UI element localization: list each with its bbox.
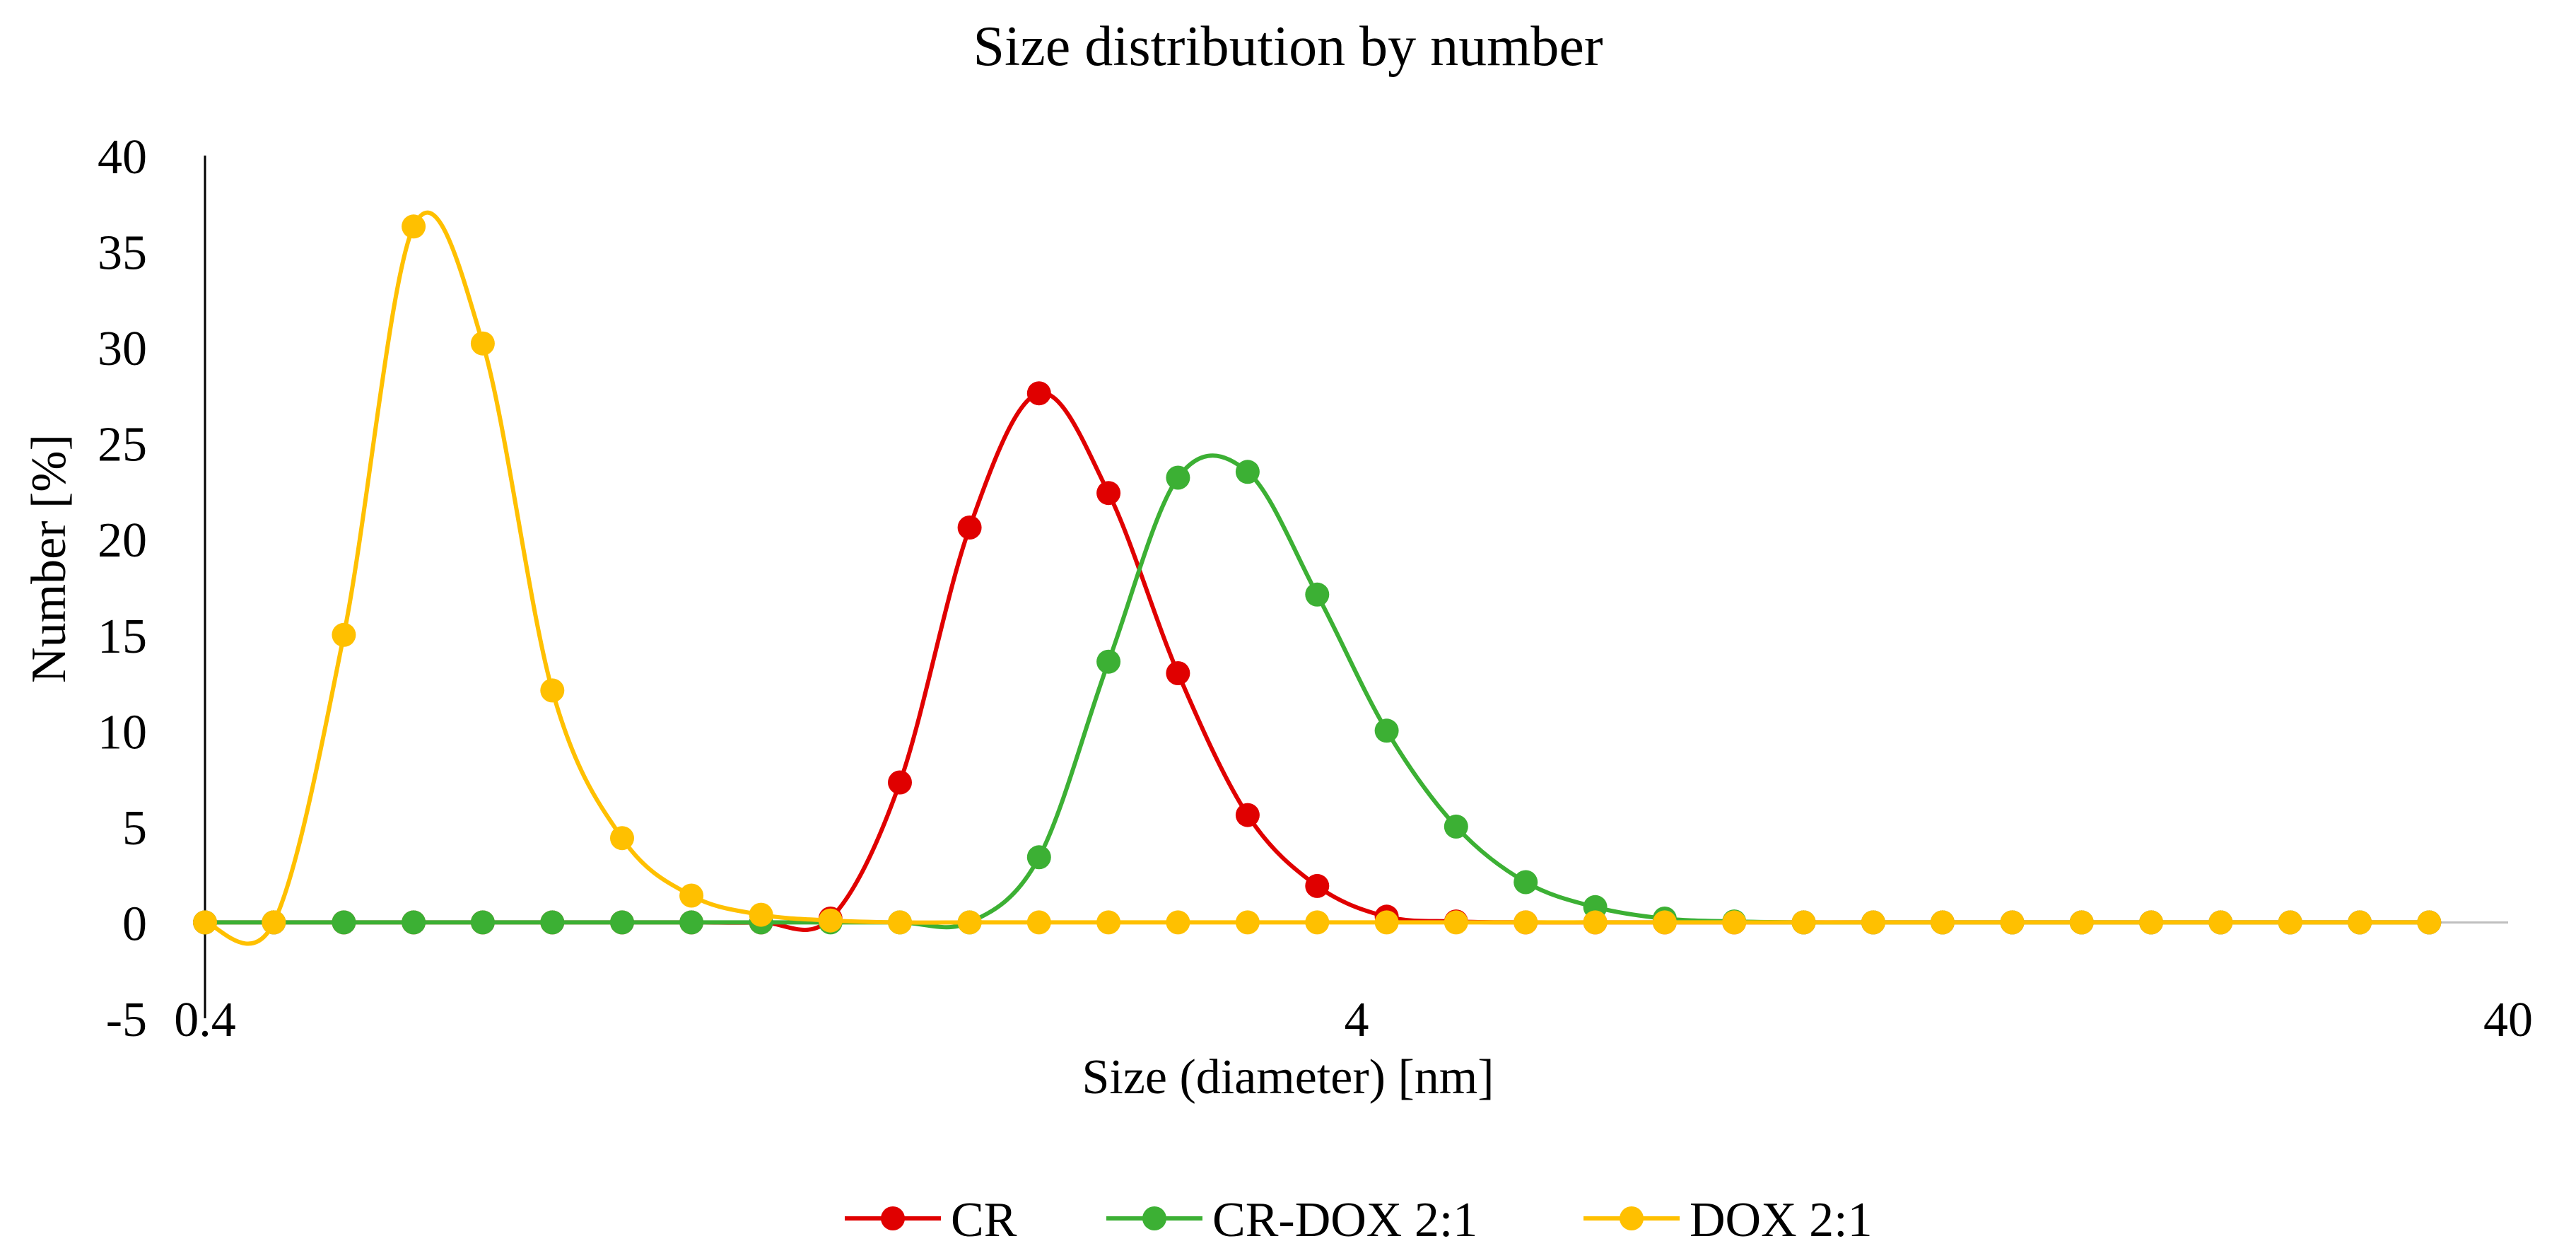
- data-point: [2417, 910, 2442, 935]
- data-point: [957, 516, 982, 540]
- legend-label: CR: [951, 1193, 1017, 1247]
- data-point: [332, 910, 356, 935]
- legend-item: DOX 2:1: [1583, 1193, 1873, 1247]
- data-point: [2278, 910, 2302, 935]
- data-point: [1374, 718, 1399, 743]
- data-point: [1305, 873, 1330, 898]
- data-point: [2139, 910, 2163, 935]
- data-point: [1096, 649, 1121, 674]
- data-point: [1235, 910, 1260, 935]
- data-point: [1096, 481, 1121, 506]
- data-point: [957, 910, 982, 935]
- data-point: [1652, 910, 1677, 935]
- data-point: [2000, 910, 2025, 935]
- axes: [204, 156, 2508, 1018]
- data-point: [1583, 910, 1608, 935]
- data-point: [1305, 910, 1330, 935]
- x-tick-label: 4: [1345, 993, 1369, 1047]
- data-point: [540, 910, 565, 935]
- data-point: [1305, 582, 1330, 607]
- data-point: [1514, 870, 1538, 895]
- data-point: [2208, 910, 2233, 935]
- data-point: [1235, 803, 1260, 827]
- x-tick-labels: 0.4 4 40: [174, 993, 2533, 1047]
- data-point: [1514, 910, 1538, 935]
- legend-item: CR: [845, 1193, 1017, 1247]
- data-point: [2348, 910, 2372, 935]
- data-point: [1374, 910, 1399, 935]
- data-point: [2069, 910, 2094, 935]
- x-tick-label: 40: [2483, 993, 2533, 1047]
- data-point: [1930, 910, 1955, 935]
- data-point: [470, 910, 495, 935]
- data-point: [1444, 910, 1468, 935]
- series-line: [205, 390, 2430, 932]
- series-line: [204, 210, 2430, 946]
- data-point: [888, 770, 912, 795]
- series-lines: [193, 210, 2442, 946]
- series-cr: [193, 381, 2442, 935]
- y-tick-label: 35: [98, 226, 147, 281]
- y-tick-label: 10: [98, 705, 147, 759]
- legend-marker: [1142, 1206, 1166, 1230]
- data-point: [679, 883, 704, 908]
- y-tick-labels: -5 0 5 10 15 20 25 30 35 40: [98, 130, 147, 1047]
- data-point: [749, 902, 773, 927]
- series-dox-2-1: [193, 210, 2442, 946]
- y-tick-label: -5: [106, 993, 147, 1047]
- data-point: [1026, 381, 1051, 406]
- data-point: [1026, 845, 1051, 870]
- data-point: [1444, 814, 1468, 839]
- data-point: [1166, 661, 1190, 685]
- series-line: [205, 453, 2430, 930]
- legend-item: CR-DOX 2:1: [1106, 1193, 1477, 1247]
- data-point: [1166, 465, 1190, 490]
- data-point: [1026, 910, 1051, 935]
- data-point: [332, 622, 356, 647]
- data-point: [610, 826, 634, 851]
- y-tick-label: 20: [98, 513, 147, 568]
- legend-label: CR-DOX 2:1: [1212, 1193, 1477, 1247]
- data-point: [540, 678, 565, 703]
- legend: CR CR-DOX 2:1 DOX 2:1: [845, 1193, 1873, 1247]
- y-tick-label: 5: [122, 801, 147, 856]
- x-axis-label: Size (diameter) [nm]: [1082, 1050, 1494, 1105]
- y-tick-label: 40: [98, 130, 147, 185]
- data-point: [1235, 460, 1260, 484]
- data-point: [193, 910, 217, 935]
- data-point: [818, 908, 843, 933]
- chart-title: Size distribution by number: [973, 16, 1603, 78]
- data-point: [888, 910, 912, 935]
- data-point: [1096, 910, 1121, 935]
- y-tick-label: 0: [122, 897, 147, 951]
- x-tick-label: 0.4: [174, 993, 236, 1047]
- series-cr-dox-2-1: [193, 453, 2442, 935]
- data-point: [1166, 910, 1190, 935]
- data-point: [262, 910, 286, 935]
- data-point: [610, 910, 634, 935]
- y-tick-label: 30: [98, 322, 147, 376]
- data-point: [470, 331, 495, 356]
- legend-marker: [881, 1206, 905, 1230]
- data-point: [679, 910, 704, 935]
- y-tick-label: 25: [98, 418, 147, 472]
- data-point: [402, 910, 426, 935]
- y-tick-label: 15: [98, 610, 147, 664]
- legend-marker: [1620, 1206, 1644, 1230]
- data-point: [1791, 910, 1816, 935]
- legend-label: DOX 2:1: [1690, 1193, 1873, 1247]
- data-point: [1861, 910, 1885, 935]
- y-axis-label: Number [%]: [22, 434, 76, 683]
- data-point: [402, 214, 426, 239]
- data-point: [1722, 910, 1747, 935]
